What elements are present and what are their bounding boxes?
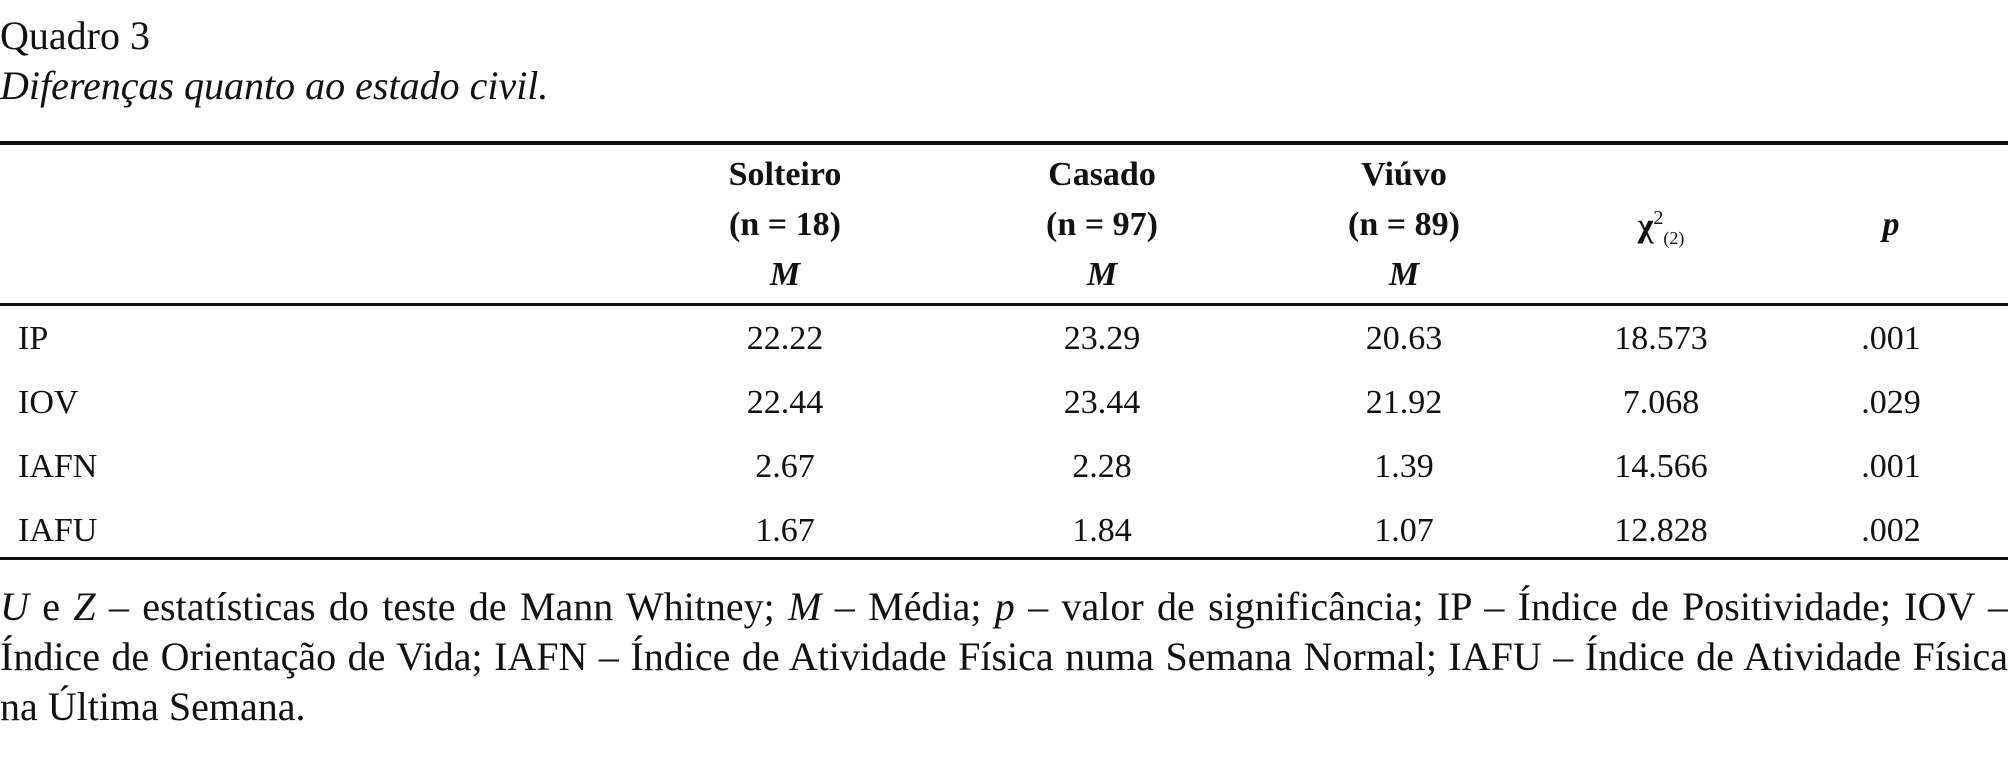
cell: .029 xyxy=(1861,384,1921,421)
column-symbol: χ xyxy=(1637,207,1654,245)
column-header: p xyxy=(1883,208,1900,242)
cell: 1.67 xyxy=(755,512,815,549)
note-text: p xyxy=(994,584,1015,629)
bottom-rule xyxy=(0,557,2008,560)
note-text: e xyxy=(28,584,74,629)
note-text: – valor de significância; IP – Índice de… xyxy=(0,584,2008,729)
column-name: Viúvo xyxy=(1361,156,1447,193)
column-name: Casado xyxy=(1048,156,1156,193)
column-name: Solteiro xyxy=(728,156,842,193)
cell: 1.84 xyxy=(1072,512,1132,549)
column-stat: M xyxy=(1086,256,1118,293)
column-n: (n = 97) xyxy=(1046,206,1158,243)
column-stat: M xyxy=(1388,256,1420,293)
note-text: Z xyxy=(73,584,96,629)
cell: 23.44 xyxy=(1063,384,1141,421)
column-header: χ2(2) xyxy=(1638,208,1685,247)
row-label: IAFU xyxy=(18,512,98,549)
column-symbol: p xyxy=(1882,206,1900,243)
note-text: – Média; xyxy=(821,584,995,629)
cell: 1.07 xyxy=(1374,512,1434,549)
cell: .002 xyxy=(1861,512,1921,549)
cell: 14.566 xyxy=(1614,448,1708,485)
column-sup: 2 xyxy=(1653,207,1664,229)
column-sub: (2) xyxy=(1663,228,1685,249)
cell: 7.068 xyxy=(1622,384,1700,421)
column-stat: M xyxy=(769,256,801,293)
cell: 1.39 xyxy=(1374,448,1434,485)
column-n: (n = 89) xyxy=(1348,206,1460,243)
caption-label: Quadro 3 xyxy=(0,13,150,58)
row-label: IOV xyxy=(18,384,79,421)
cell: 22.22 xyxy=(746,320,824,357)
column-n: (n = 18) xyxy=(729,206,841,243)
top-rule xyxy=(0,141,2008,145)
cell: 2.28 xyxy=(1072,448,1132,485)
cell: .001 xyxy=(1861,320,1921,357)
cell: 22.44 xyxy=(746,384,824,421)
cell: 12.828 xyxy=(1614,512,1708,549)
header-rule xyxy=(0,303,2008,306)
cell: .001 xyxy=(1861,448,1921,485)
note-text: U xyxy=(0,584,29,629)
note-text: – estatísticas do teste de Mann Whitney; xyxy=(95,584,789,629)
row-label: IP xyxy=(18,320,49,357)
cell: 21.92 xyxy=(1365,384,1443,421)
cell: 2.67 xyxy=(755,448,815,485)
cell: 23.29 xyxy=(1063,320,1141,357)
note-text: M xyxy=(788,584,822,629)
row-label: IAFN xyxy=(18,448,98,485)
cell: 18.573 xyxy=(1614,320,1708,357)
table-note: U e Z – estatísticas do teste de Mann Wh… xyxy=(0,582,2008,732)
caption-title: Diferenças quanto ao estado civil. xyxy=(0,63,549,108)
cell: 20.63 xyxy=(1365,320,1443,357)
